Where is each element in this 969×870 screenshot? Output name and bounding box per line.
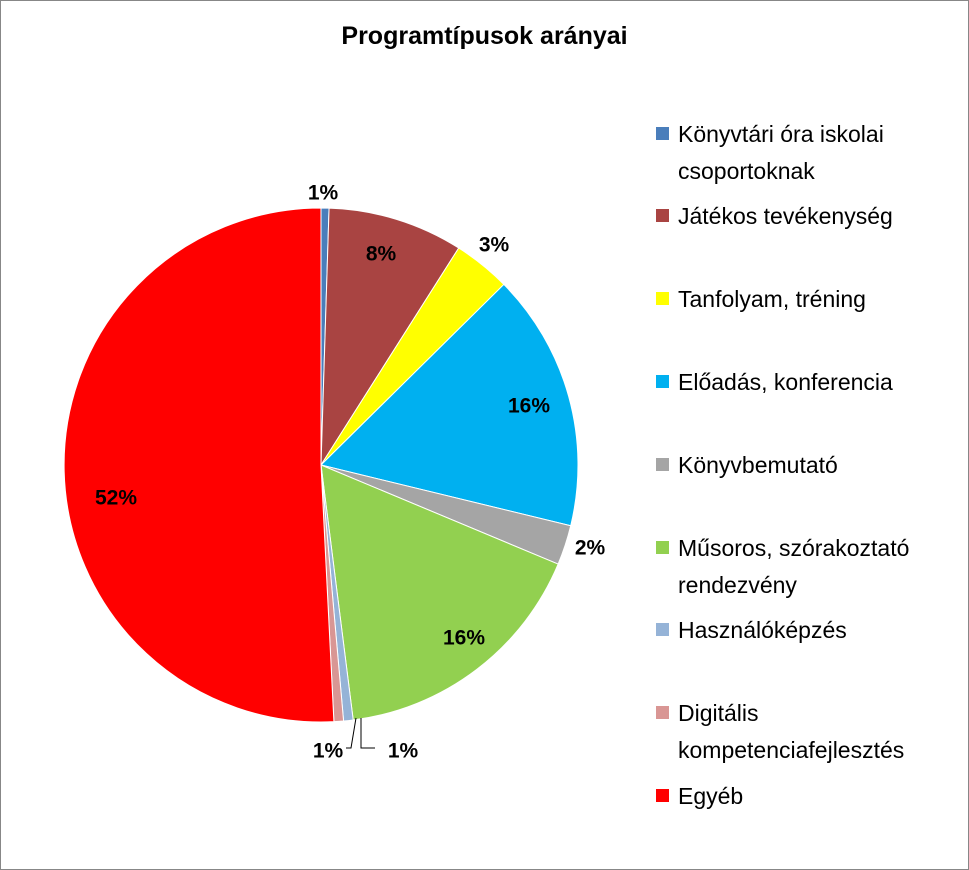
legend-item: Egyéb — [656, 778, 958, 815]
legend-label: Könyvbemutató — [678, 452, 838, 478]
legend-item: Játékos tevékenység — [656, 198, 958, 235]
legend-swatch — [656, 209, 669, 222]
leader-line — [346, 717, 357, 749]
slice-data-label: 1% — [308, 182, 339, 205]
legend-label: Használóképzés — [678, 617, 847, 643]
leader-line — [360, 718, 375, 749]
legend-label: Könyvtári óra iskolai csoportoknak — [678, 121, 884, 184]
legend-item: Könyvbemutató — [656, 447, 958, 484]
legend-item: Digitális kompetenciafejlesztés — [656, 695, 958, 769]
legend-swatch — [656, 706, 669, 719]
slice-data-label: 16% — [443, 627, 485, 650]
legend-item: Tanfolyam, tréning — [656, 281, 958, 318]
legend-swatch — [656, 292, 669, 305]
legend-item: Könyvtári óra iskolai csoportoknak — [656, 116, 958, 190]
pie-slice — [320, 207, 460, 467]
legend-item: Használóképzés — [656, 612, 958, 649]
legend-label: Előadás, konferencia — [678, 369, 893, 395]
legend-item: Műsoros, szórakoztató rendezvény — [656, 530, 958, 604]
pie-slice — [320, 464, 559, 721]
pie-slice — [320, 283, 579, 527]
legend-label: Digitális kompetenciafejlesztés — [678, 700, 905, 763]
legend-swatch — [656, 623, 669, 636]
legend-swatch — [656, 789, 669, 802]
legend-label: Egyéb — [678, 783, 744, 809]
slice-data-label: 52% — [95, 487, 137, 510]
slice-data-label: 8% — [366, 243, 397, 266]
legend-item: Előadás, konferencia — [656, 364, 958, 401]
legend-label: Játékos tevékenység — [678, 203, 893, 229]
slice-data-label: 16% — [508, 395, 550, 418]
legend-swatch — [656, 127, 669, 140]
legend-label: Műsoros, szórakoztató rendezvény — [678, 535, 910, 598]
slice-data-label: 3% — [479, 234, 510, 257]
pie-slice — [63, 207, 335, 723]
slice-data-label: 2% — [575, 537, 606, 560]
chart-title: Programtípusok arányai — [341, 22, 628, 50]
legend-swatch — [656, 541, 669, 554]
legend-label: Tanfolyam, tréning — [678, 286, 866, 312]
legend-swatch — [656, 375, 669, 388]
legend-swatch — [656, 458, 669, 471]
slice-data-label: 1% — [388, 740, 419, 763]
slice-data-label: 1% — [313, 740, 344, 763]
